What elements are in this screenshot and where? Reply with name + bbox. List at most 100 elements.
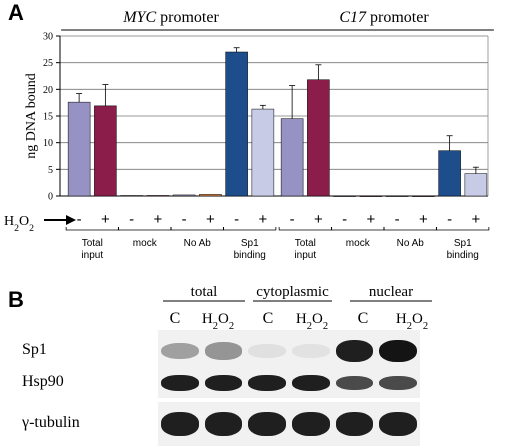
treatment-sign: - <box>342 211 347 228</box>
blot-band <box>379 375 417 391</box>
group-label: Total <box>82 238 103 249</box>
bar <box>172 194 196 197</box>
bar <box>438 150 461 197</box>
bar <box>464 173 488 197</box>
panel-a-letter: A <box>8 0 24 25</box>
treatment-sign: - <box>129 211 134 228</box>
group-label: input <box>294 250 316 261</box>
group-label: No Ab <box>397 238 425 249</box>
fraction-label: total <box>191 284 218 300</box>
treatment-sign: - <box>290 211 295 228</box>
group-label: mock <box>346 238 371 249</box>
group-label: binding <box>447 250 479 261</box>
y-tick-label: 30 <box>43 32 53 43</box>
bar <box>307 79 330 197</box>
blot-strip <box>158 330 420 372</box>
panel-b-letter: B <box>8 287 24 312</box>
blot-strip <box>158 402 420 446</box>
y-tick-label: 10 <box>43 138 53 149</box>
lane-label: H2O2 <box>396 311 428 332</box>
group-bracket <box>118 227 172 231</box>
bar <box>280 118 304 197</box>
treatment-sign: + <box>471 211 480 228</box>
y-tick-label: 5 <box>48 165 53 176</box>
group-bracket <box>223 227 277 231</box>
blot-row-label: Sp1 <box>22 341 47 358</box>
blot-band <box>161 412 199 436</box>
treatment-sign: + <box>366 211 375 228</box>
bar <box>251 108 275 197</box>
treatment-sign: + <box>419 211 428 228</box>
y-axis-label: ng DNA bound <box>24 73 39 159</box>
bar <box>120 195 143 197</box>
blot-strip <box>158 368 420 398</box>
group-bracket <box>65 227 119 231</box>
treatment-sign: - <box>447 211 452 228</box>
blot-band <box>248 412 286 436</box>
treatment-sign: - <box>234 211 239 228</box>
y-tick-label: 20 <box>43 85 53 96</box>
blot-band <box>204 412 243 436</box>
lane-label: C <box>263 310 274 327</box>
fraction-label: cytoplasmic <box>256 284 329 300</box>
lane-label: C <box>170 310 181 327</box>
blot-row-label: Hsp90 <box>22 373 64 390</box>
group-bracket <box>170 227 224 231</box>
arrow-head <box>66 215 76 225</box>
bar <box>333 195 356 197</box>
blot-band <box>161 375 199 391</box>
group-bracket <box>436 227 490 231</box>
treatment-sign: + <box>153 211 162 228</box>
promoter-label: C17 promoter <box>339 9 429 26</box>
h2o2-label: H2O2 <box>4 214 34 234</box>
blot-band <box>292 344 330 358</box>
bar <box>94 105 117 197</box>
blot-band <box>292 375 330 391</box>
promoter-label: MYC promoter <box>122 9 219 26</box>
treatment-sign: + <box>206 211 215 228</box>
group-label: No Ab <box>184 238 212 249</box>
blot-band <box>161 342 199 360</box>
blot-band <box>379 412 417 436</box>
treatment-sign: + <box>258 211 267 228</box>
lane-label: H2O2 <box>202 311 234 332</box>
lane-label: C <box>358 310 369 327</box>
bar <box>67 101 91 197</box>
bar <box>225 51 248 197</box>
treatment-sign: - <box>395 211 400 228</box>
bar <box>146 195 170 197</box>
blot-band <box>335 339 374 363</box>
treatment-sign: + <box>314 211 323 228</box>
blot-band <box>204 342 243 360</box>
group-label: Total <box>295 238 316 249</box>
group-label: Sp1 <box>241 238 259 249</box>
group-bracket <box>331 227 385 231</box>
y-tick-label: 0 <box>48 192 53 203</box>
bar <box>359 195 383 197</box>
group-bracket <box>278 227 332 231</box>
blot-band <box>248 344 286 358</box>
fraction-label: nuclear <box>369 284 413 300</box>
bar <box>199 194 222 197</box>
group-label: Sp1 <box>454 238 472 249</box>
blot-band <box>335 375 374 391</box>
treatment-sign: - <box>77 211 82 228</box>
blot-band <box>379 339 417 363</box>
group-label: input <box>81 250 103 261</box>
y-tick-label: 25 <box>43 58 53 69</box>
treatment-sign: + <box>101 211 110 228</box>
group-label: mock <box>133 238 158 249</box>
bar <box>412 195 435 197</box>
lane-label: H2O2 <box>296 311 328 332</box>
blot-row-label: γ-tubulin <box>22 414 80 431</box>
group-label: binding <box>234 250 266 261</box>
panel-a-chart: 0 5 10 15 20 25 30 ng DNA bound MYC promoter C17 … <box>4 9 494 261</box>
group-bracket <box>383 227 437 231</box>
blot-band <box>204 375 243 391</box>
blot-band <box>248 375 286 391</box>
bar <box>385 195 409 197</box>
treatment-sign: - <box>182 211 187 228</box>
blot-band <box>335 412 374 436</box>
